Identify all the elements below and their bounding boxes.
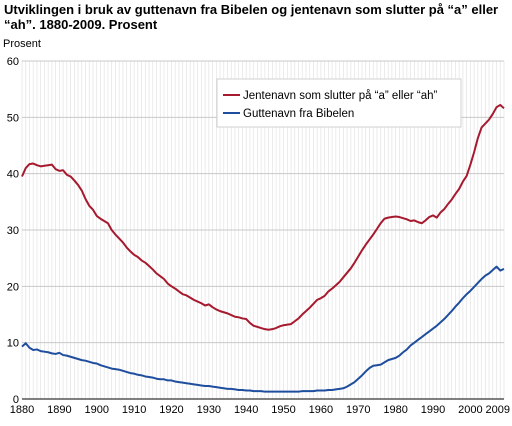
x-tick-label: 1900	[84, 404, 108, 416]
x-tick-label: 1960	[309, 404, 333, 416]
y-tick-label: 0	[13, 394, 19, 406]
y-tick-label: 60	[7, 56, 19, 68]
y-tick-label: 30	[7, 225, 19, 237]
x-tick-label: 1890	[47, 404, 71, 416]
legend-label-1: Jentenavn som slutter på “a” eller “ah”	[243, 90, 437, 102]
x-tick-label: 1980	[383, 404, 407, 416]
x-tick-label: 1950	[271, 404, 295, 416]
y-tick-labels: 0 10 20 30 40 50 60	[7, 56, 19, 406]
y-tick-label: 40	[7, 169, 19, 181]
legend-label-2: Guttenavn fra Bibelen	[243, 108, 354, 120]
x-tick-label: 1910	[122, 404, 146, 416]
x-tick-labels: 1880 1890 1900 1910 1920 1930 1940 1950 1960 1970…	[10, 404, 510, 416]
x-tick-label: 1920	[159, 404, 183, 416]
x-tick-label: 2009	[486, 404, 510, 416]
x-tick-label: 1930	[197, 404, 221, 416]
x-tick-label: 1940	[234, 404, 258, 416]
y-tick-label: 10	[7, 338, 19, 350]
y-tick-label: 20	[7, 281, 19, 293]
x-tick-label: 1990	[421, 404, 445, 416]
series-lines	[21, 103, 505, 393]
series-line-1	[21, 103, 505, 331]
x-tick-label: 1880	[10, 404, 34, 416]
legend-box	[216, 78, 462, 128]
x-tick-label: 1970	[346, 404, 370, 416]
legend: Jentenavn som slutter på “a” eller “ah” G…	[216, 78, 462, 128]
series-line-2	[21, 265, 505, 393]
chart-title: Utviklingen i bruk av guttenavn fra Bibe…	[4, 2, 499, 32]
x-tick-label: 2000	[458, 404, 482, 416]
y-axis-label: Prosent	[3, 38, 41, 50]
y-tick-label: 50	[7, 112, 19, 124]
